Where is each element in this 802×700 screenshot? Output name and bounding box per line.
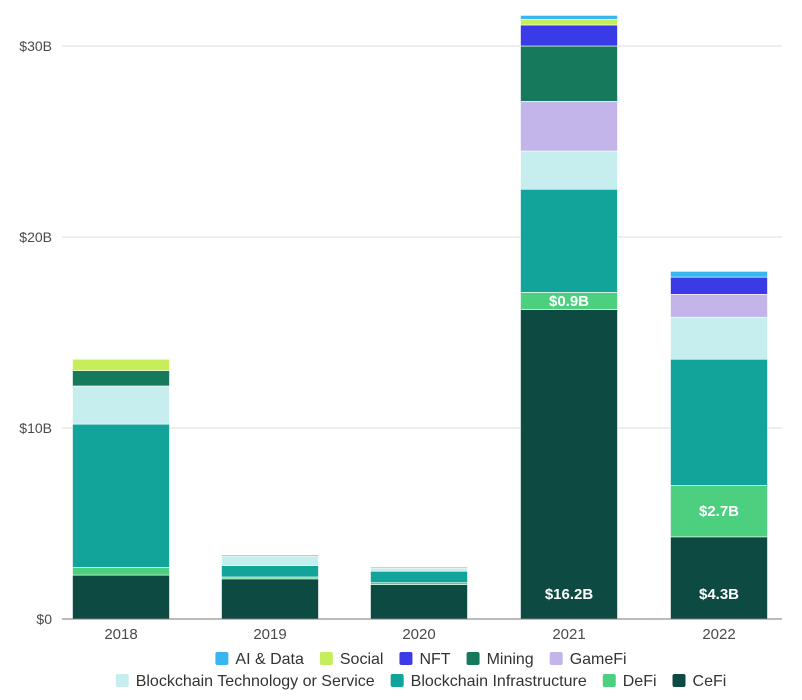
x-tick-label: 2019 [253, 626, 286, 643]
y-tick-label: $0 [36, 611, 52, 627]
bar-segment-2018-mining [72, 370, 170, 387]
bar-segment-2021-blockchain-infrastructure [520, 188, 618, 293]
bar-segment-2018-cefi [72, 574, 170, 620]
legend-swatch [215, 652, 229, 665]
bar-segment-2019-blockchain-infrastructure [221, 565, 319, 578]
bar-segment-2018-blockchain-technology-or-service [72, 385, 170, 425]
y-tick-label: $30B [19, 38, 52, 54]
legend-label: Mining [487, 651, 534, 668]
bar-segment-2019-blockchain-technology-or-service [221, 555, 319, 566]
bar-segment-2022-blockchain-infrastructure [670, 358, 768, 486]
bar-segment-2018-social [72, 358, 170, 371]
legend-label: AI & Data [235, 651, 304, 668]
y-tick-label: $20B [19, 229, 52, 245]
bar-segment-2021-mining [520, 45, 618, 102]
data-labels: $16.2B $0.9B $4.3B $2.7B [545, 293, 739, 603]
bar-segment-2022-gamefi [670, 293, 768, 318]
legend-label: NFT [419, 651, 450, 668]
legend-swatch [602, 674, 616, 687]
bar-segment-2021-nft [520, 24, 618, 47]
bar-segment-2021-blockchain-technology-or-service [520, 150, 618, 190]
x-tick-label: 2018 [104, 626, 137, 643]
bars [72, 15, 768, 620]
legend-label: CeFi [693, 673, 727, 690]
bar-segment-2020-mining [370, 567, 468, 569]
bar-segment-2021-ai-data [520, 15, 618, 20]
bar-segment-2021-gamefi [520, 101, 618, 152]
legend-label: Blockchain Infrastructure [411, 673, 587, 690]
x-tick-label: 2020 [402, 626, 435, 643]
legend-swatch [319, 652, 333, 665]
bar-segment-2018-defi [72, 567, 170, 576]
bar-segment-2022-defi [670, 484, 768, 538]
legend-item-blockchain-infrastructure: Blockchain Infrastructure [390, 673, 587, 690]
bar-segment-2022-nft [670, 276, 768, 295]
bar-segment-2020-blockchain-infrastructure [370, 570, 468, 584]
legend-label: Blockchain Technology or Service [136, 673, 375, 690]
bar-segment-2018-blockchain-infrastructure [72, 423, 170, 568]
legend-label: Social [340, 651, 384, 668]
legend-item-nft: NFT [399, 651, 451, 668]
data-label: $4.3B [699, 586, 739, 603]
legend-item-cefi: CeFi [672, 673, 727, 690]
bar-segment-2022-ai-data [670, 271, 768, 278]
y-axis-ticks: $0 $10B $20B $30B [19, 38, 52, 627]
legend-swatch [466, 652, 480, 665]
legend-item-blockchain-technology-or-service: Blockchain Technology or Service [115, 673, 375, 690]
bar-segment-2020-cefi [370, 584, 468, 620]
legend-label: DeFi [623, 673, 657, 690]
legend-item-ai-data: AI & Data [215, 651, 304, 668]
bar-segment-2021-cefi [520, 309, 618, 620]
bar-segment-2019-mining [221, 554, 319, 557]
x-tick-label: 2022 [702, 626, 735, 643]
data-label: $2.7B [699, 503, 739, 520]
legend-item-social: Social [319, 651, 384, 668]
x-tick-label: 2021 [552, 626, 585, 643]
legend-swatch [549, 652, 563, 665]
legend: AI & Data Social NFT Mining GameFi Blockchain… [115, 651, 727, 690]
legend-swatch [399, 652, 413, 665]
bar-segment-2022-blockchain-technology-or-service [670, 316, 768, 360]
x-axis-ticks: 2018 2019 2020 2021 2022 [104, 626, 735, 643]
grid-lines [62, 45, 782, 429]
legend-swatch [672, 674, 686, 687]
bar-segment-2020-blockchain-technology-or-service [370, 568, 468, 572]
legend-item-gamefi: GameFi [549, 651, 627, 668]
legend-swatch [115, 674, 129, 687]
data-label: $0.9B [549, 293, 589, 310]
legend-label: GameFi [570, 651, 627, 668]
y-tick-label: $10B [19, 420, 52, 436]
bar-segment-2022-cefi [670, 536, 768, 620]
data-label: $16.2B [545, 586, 594, 603]
legend-swatch [390, 674, 404, 687]
bar-segment-2019-cefi [221, 578, 319, 620]
bar-segment-2021-social [520, 18, 618, 26]
legend-item-defi: DeFi [602, 673, 657, 690]
legend-item-mining: Mining [466, 651, 534, 668]
